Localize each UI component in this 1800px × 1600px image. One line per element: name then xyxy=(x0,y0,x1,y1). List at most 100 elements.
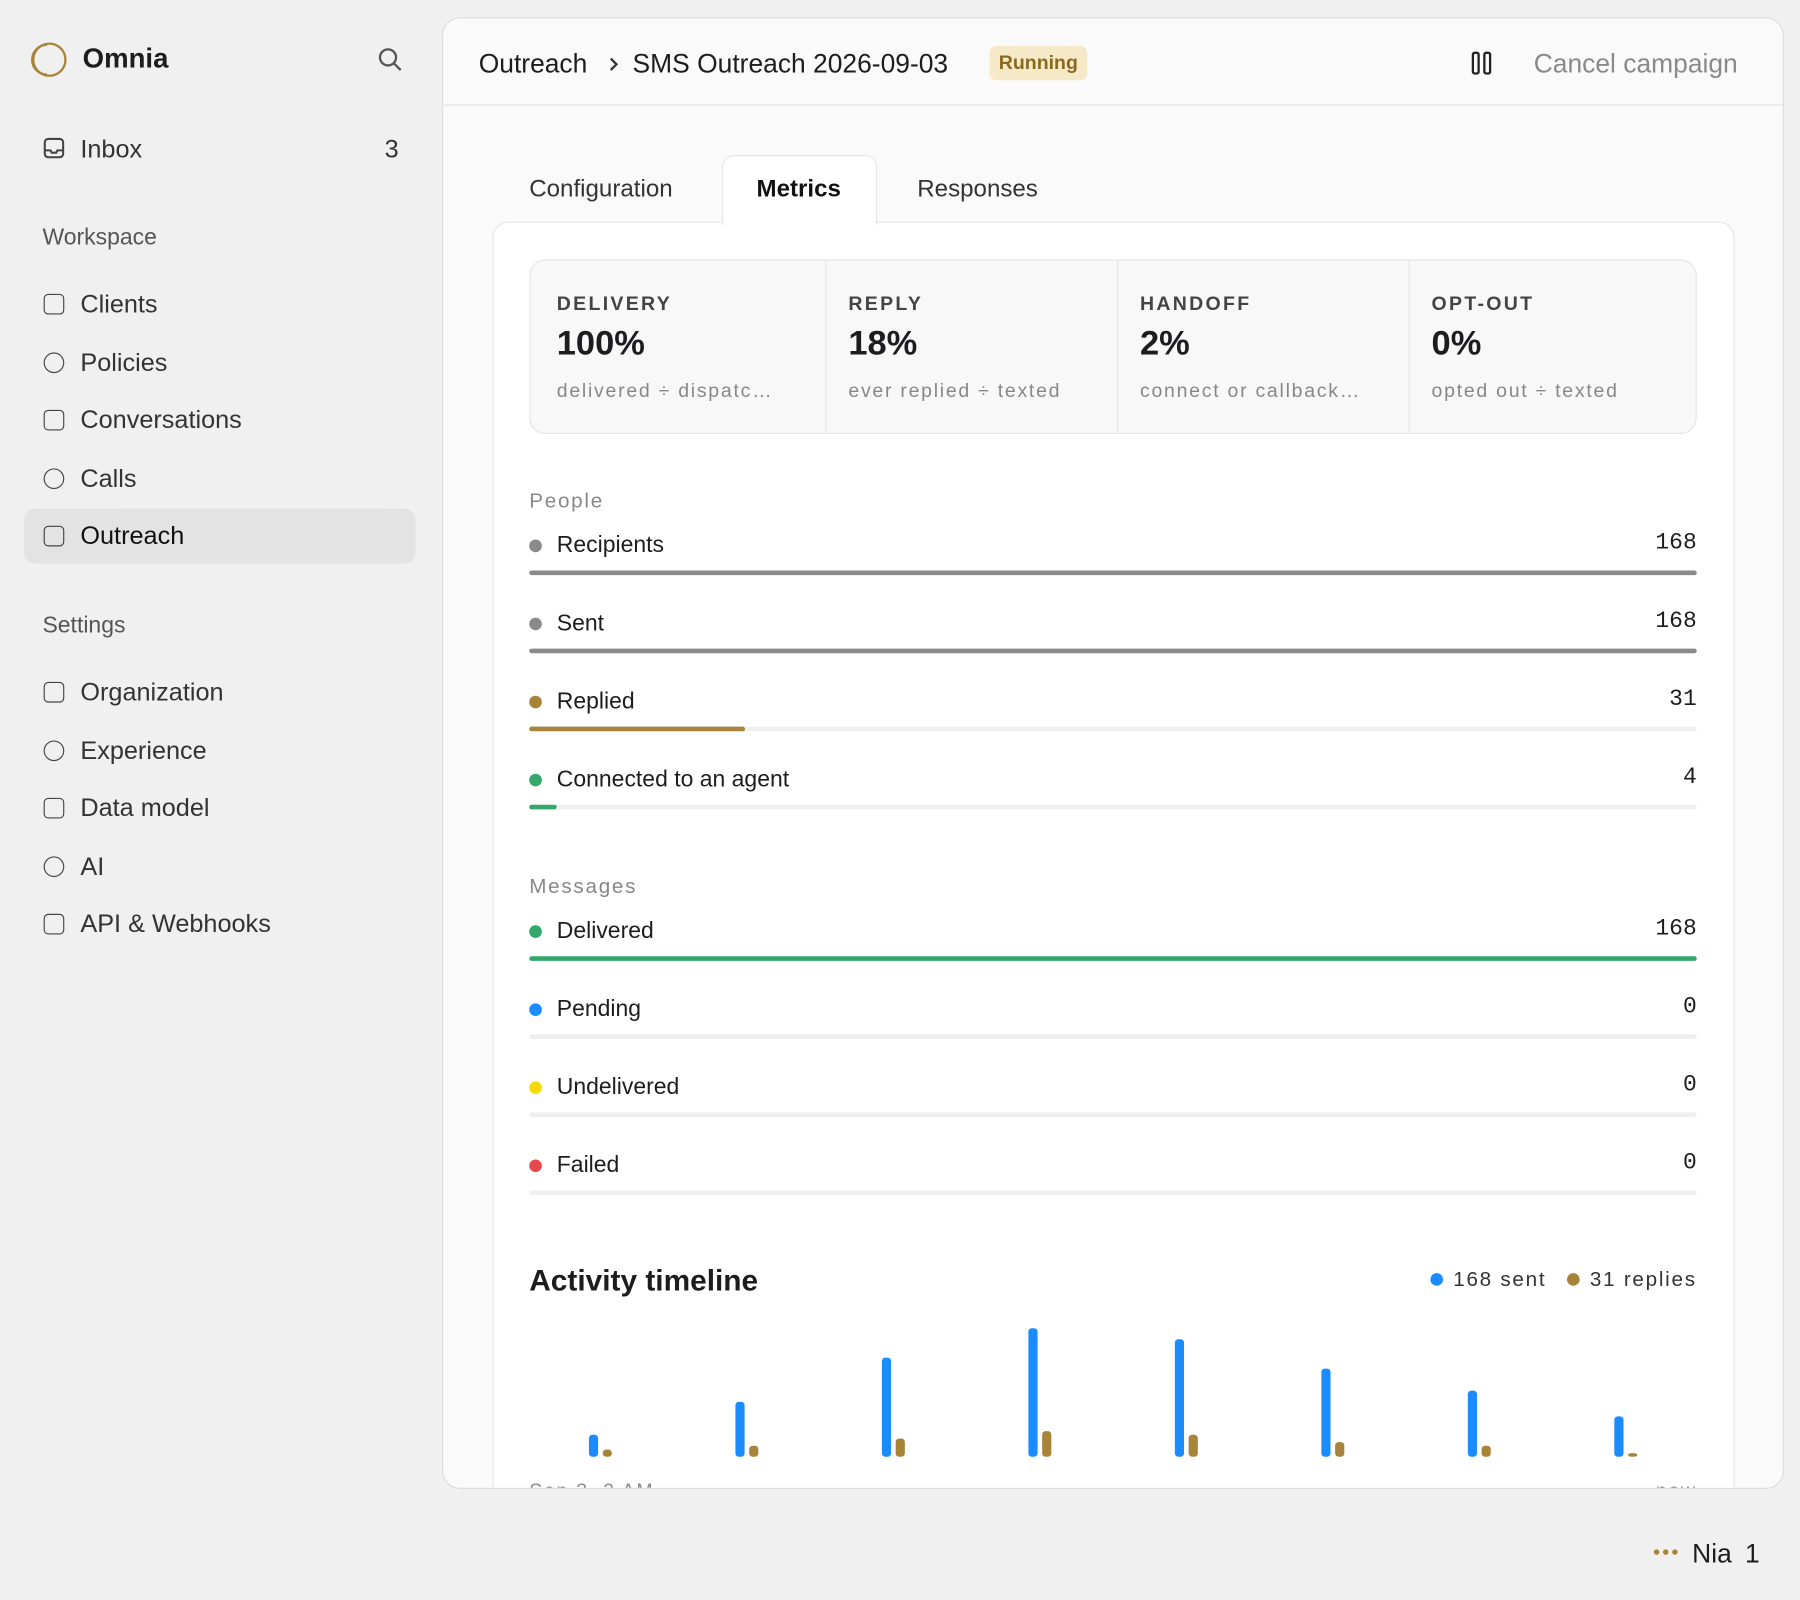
timeline-bar xyxy=(1321,1368,1331,1457)
timeline-bar xyxy=(1614,1416,1624,1457)
kpi-divider xyxy=(1408,260,1410,432)
kpi-divider xyxy=(825,260,827,432)
row-label: Delivered xyxy=(556,918,654,944)
row-value: 31 xyxy=(1669,686,1697,713)
nav-link[interactable]: Experience xyxy=(80,735,207,765)
logo xyxy=(31,42,67,77)
row-value: 4 xyxy=(1682,764,1697,791)
row-label: Sent xyxy=(556,610,605,636)
tab[interactable]: Metrics xyxy=(756,175,841,203)
bar-track xyxy=(529,1112,1697,1118)
pause-button[interactable] xyxy=(1471,51,1494,76)
kpi-caption: opted out ÷ texted xyxy=(1431,379,1619,402)
kpi-label: OPT-OUT xyxy=(1431,292,1535,315)
breadcrumb-separator xyxy=(609,57,619,71)
row-label: Connected to an agent xyxy=(556,766,790,793)
group-title: People xyxy=(529,489,604,513)
section-title: Settings xyxy=(42,613,126,639)
timeline-bar xyxy=(1335,1442,1345,1457)
nav-icon xyxy=(43,740,65,762)
user-count: 1 xyxy=(1744,1538,1760,1569)
row-value: 0 xyxy=(1682,1072,1697,1099)
nav-link[interactable]: Clients xyxy=(80,289,158,318)
row-dot xyxy=(529,617,542,631)
timeline-bar xyxy=(1467,1390,1478,1457)
inbox-link[interactable]: Inbox xyxy=(80,134,143,164)
bar-track xyxy=(529,1190,1697,1196)
row-dot xyxy=(529,1003,542,1016)
legend-label: 31 replies xyxy=(1589,1267,1697,1291)
bar xyxy=(529,648,1697,654)
nav-link[interactable]: Data model xyxy=(80,793,210,822)
more-icon xyxy=(1653,1549,1678,1555)
nav-icon xyxy=(43,913,65,935)
legend-dot xyxy=(1430,1273,1443,1286)
row-dot xyxy=(529,773,542,787)
nav-link[interactable]: Organization xyxy=(80,677,224,707)
bar-track xyxy=(529,726,1697,732)
timeline-bar xyxy=(749,1445,759,1457)
row-value: 168 xyxy=(1655,608,1697,635)
kpi-label: DELIVERY xyxy=(556,292,673,315)
nav-link[interactable]: AI xyxy=(80,851,105,881)
row-value: 168 xyxy=(1655,530,1697,557)
kpi-value: 18% xyxy=(848,324,918,363)
bar-track xyxy=(529,804,1697,810)
kpi-value: 2% xyxy=(1139,324,1190,363)
kpi-caption: delivered ÷ dispatc… xyxy=(556,379,774,402)
group-title: Messages xyxy=(529,874,638,898)
nav-link[interactable]: Calls xyxy=(80,463,137,493)
timeline-bar xyxy=(602,1449,612,1457)
kpi-caption: connect or callback… xyxy=(1139,379,1361,402)
bar xyxy=(529,804,558,810)
tab[interactable]: Responses xyxy=(917,175,1038,203)
nav-icon xyxy=(43,468,65,490)
nav-link[interactable]: API & Webhooks xyxy=(80,909,271,938)
active-highlight xyxy=(24,508,416,564)
timeline-bar xyxy=(1042,1431,1052,1457)
row-value: 0 xyxy=(1682,994,1697,1021)
timeline-bar xyxy=(895,1438,905,1457)
row-label: Pending xyxy=(556,996,642,1022)
row-dot xyxy=(529,539,542,553)
main-panel: Outreach SMS Outreach 2026-09-03 Running… xyxy=(441,17,1784,1489)
nav-link[interactable]: Outreach xyxy=(80,521,185,550)
kpi-value: 100% xyxy=(556,324,645,363)
kpi-strip xyxy=(529,259,1697,434)
row-dot xyxy=(529,695,542,709)
nav-icon xyxy=(43,409,65,431)
breadcrumb-link[interactable]: Outreach xyxy=(478,48,588,79)
header-divider xyxy=(443,104,1783,106)
kpi-value: 0% xyxy=(1431,324,1482,363)
timeline-bar xyxy=(588,1434,599,1457)
cancel-button[interactable]: Cancel campaign xyxy=(1533,48,1738,79)
timeline-bar xyxy=(1481,1445,1491,1457)
nav-icon xyxy=(43,797,65,819)
timeline-bar xyxy=(881,1357,892,1457)
nav-icon xyxy=(43,293,65,315)
breadcrumb-current: SMS Outreach 2026-09-03 xyxy=(632,48,949,79)
timeline-title: Activity timeline xyxy=(529,1262,759,1298)
row-label: Recipients xyxy=(556,532,664,558)
nav-link[interactable]: Policies xyxy=(80,347,168,377)
nav-icon xyxy=(43,681,65,703)
kpi-label: HANDOFF xyxy=(1139,292,1252,315)
timeline-bar xyxy=(1174,1339,1185,1457)
timeline-bar xyxy=(1628,1453,1638,1457)
nav-icon xyxy=(43,856,65,878)
brand: Omnia xyxy=(82,43,169,75)
nav-icon xyxy=(43,525,65,547)
search-button[interactable] xyxy=(377,46,405,74)
legend-label: 168 sent xyxy=(1453,1267,1547,1291)
row-dot xyxy=(529,925,542,938)
timeline-bar xyxy=(1028,1328,1038,1457)
kpi-divider xyxy=(1117,260,1119,432)
row-label: Failed xyxy=(556,1152,620,1178)
legend-dot xyxy=(1566,1273,1580,1286)
nav-link[interactable]: Conversations xyxy=(80,405,242,434)
inbox-count: 3 xyxy=(384,134,399,164)
tab[interactable]: Configuration xyxy=(529,175,673,203)
kpi-label: REPLY xyxy=(848,292,924,315)
x-axis-label: now xyxy=(1656,1480,1697,1489)
